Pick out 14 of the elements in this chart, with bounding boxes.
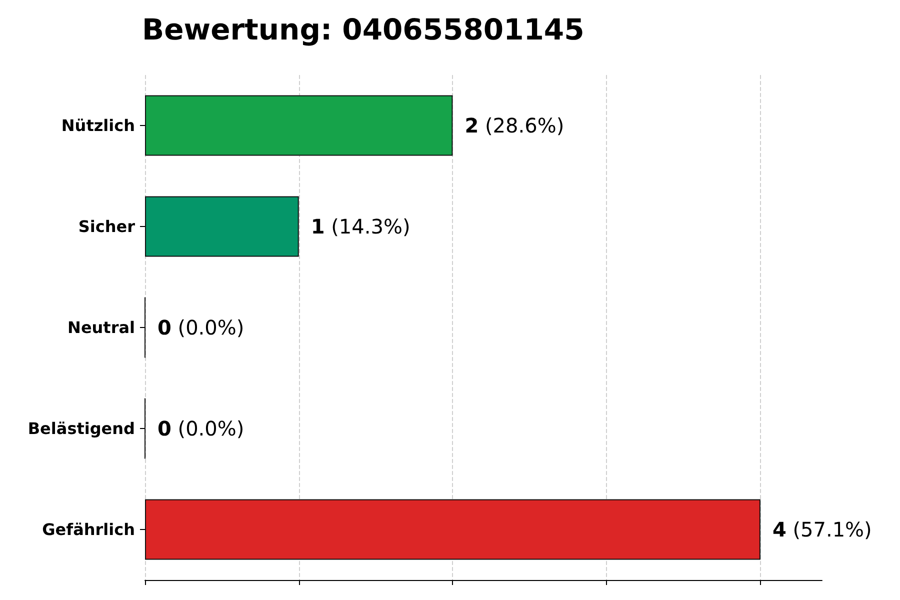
bar [145, 196, 299, 257]
y-tick-label: Nützlich [61, 116, 135, 135]
data-label: 0 (0.0%) [158, 416, 244, 440]
bar [145, 499, 760, 560]
y-tick-label: Neutral [68, 318, 135, 337]
chart-title: Bewertung: 040655801145 [142, 12, 584, 46]
y-tick-label: Belästigend [28, 419, 135, 438]
data-label: 0 (0.0%) [158, 316, 244, 340]
data-label: 1 (14.3%) [310, 214, 410, 238]
bar [145, 95, 453, 156]
data-label: 2 (28.6%) [464, 114, 564, 138]
y-tick-label: Gefährlich [42, 520, 135, 539]
y-tick-label: Sicher [78, 217, 136, 236]
data-label: 4 (57.1%) [772, 518, 872, 542]
